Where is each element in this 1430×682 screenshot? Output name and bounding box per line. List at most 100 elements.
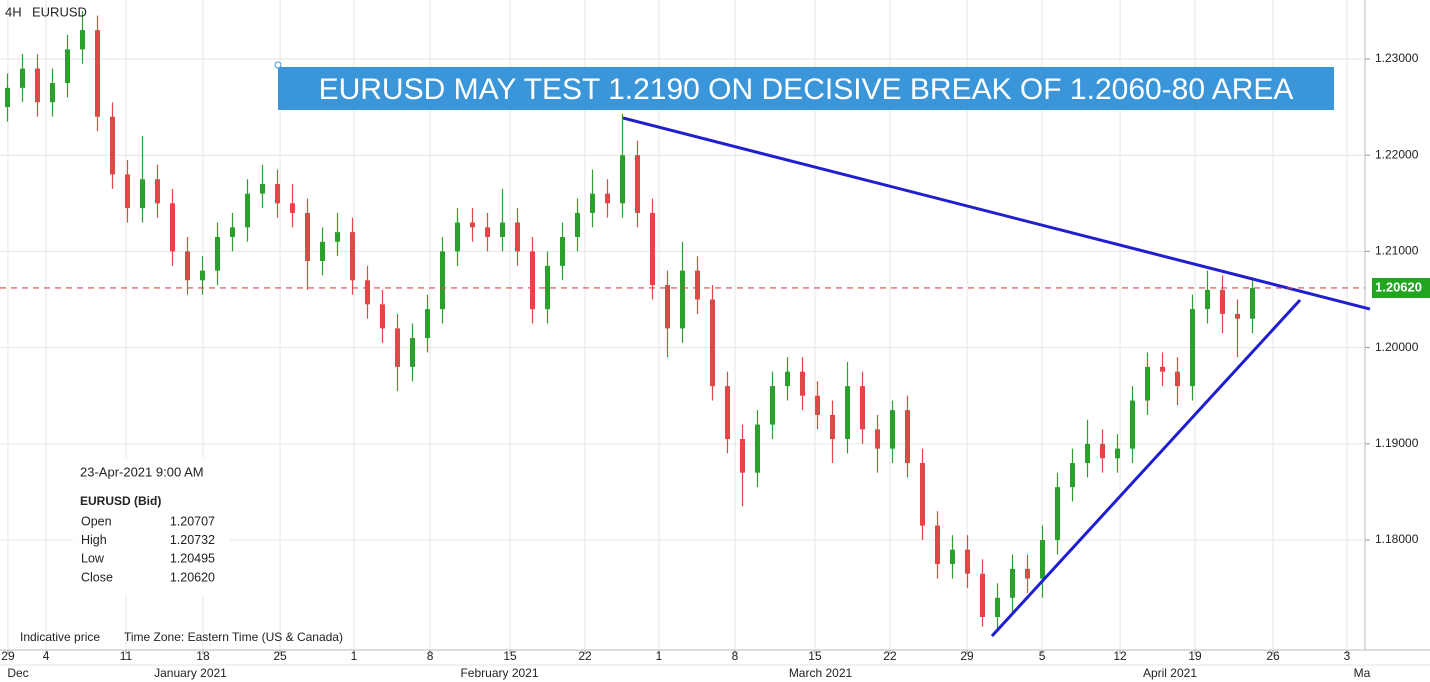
candle-body xyxy=(95,30,100,117)
candle-body xyxy=(170,203,175,252)
candle-body xyxy=(725,386,730,440)
candle-body xyxy=(455,222,460,252)
x-tick-label: 26 xyxy=(1266,649,1280,663)
candle-body xyxy=(335,232,340,242)
y-tick-label: 1.21000 xyxy=(1375,244,1419,258)
chart-title: EURUSD MAY TEST 1.2190 ON DECISIVE BREAK… xyxy=(319,73,1294,106)
x-group-label: January 2021 xyxy=(154,666,227,680)
candle-body xyxy=(845,386,850,440)
y-tick-label: 1.19000 xyxy=(1375,436,1419,450)
candle-body xyxy=(545,265,550,310)
candle-body xyxy=(1205,289,1210,310)
candle-body xyxy=(305,212,310,262)
title-banner xyxy=(278,67,1334,110)
candle-body xyxy=(1160,366,1165,372)
candle-body xyxy=(215,236,220,271)
info-row-value: 1.20732 xyxy=(170,533,215,547)
candle-body xyxy=(185,251,190,281)
candle-body xyxy=(35,68,40,103)
trendline xyxy=(622,116,1371,311)
candle-body xyxy=(260,184,265,194)
candle-body xyxy=(680,270,685,329)
candle-body xyxy=(1010,568,1015,598)
x-tick-label: 15 xyxy=(808,649,822,663)
x-tick-label: 1 xyxy=(656,649,663,663)
candle-body xyxy=(635,155,640,213)
candle-body xyxy=(275,184,280,204)
info-row-label: Open xyxy=(81,514,112,528)
candle-body xyxy=(1055,487,1060,541)
x-tick-label: 18 xyxy=(196,649,210,663)
candle-body xyxy=(1175,371,1180,387)
info-row-label: Close xyxy=(81,570,113,584)
candle-body xyxy=(395,328,400,367)
last-price-box xyxy=(1372,277,1430,298)
candle-body xyxy=(290,203,295,213)
candle-body xyxy=(470,222,475,228)
candle-body xyxy=(1085,443,1090,464)
x-group-label: Dec xyxy=(7,666,28,680)
candle-body xyxy=(575,212,580,237)
candle-body xyxy=(80,30,85,50)
candle-body xyxy=(20,68,25,88)
candle-body xyxy=(950,549,955,565)
candle-body xyxy=(1070,463,1075,488)
candle-body xyxy=(905,410,910,464)
info-row-value: 1.20620 xyxy=(170,570,215,584)
candle-body xyxy=(530,251,535,310)
candle-body xyxy=(485,227,490,237)
info-row-label: Low xyxy=(81,552,105,566)
candle-body xyxy=(755,424,760,473)
x-group-label: February 2021 xyxy=(460,666,538,680)
candle-body xyxy=(410,337,415,367)
candle-body xyxy=(200,270,205,281)
candle-body xyxy=(785,371,790,387)
candle-body xyxy=(890,410,895,449)
candle-body xyxy=(380,304,385,329)
candle-body xyxy=(140,179,145,209)
candle-body xyxy=(1235,313,1240,319)
x-tick-label: 11 xyxy=(120,649,133,663)
candle-body xyxy=(740,439,745,473)
candle-body xyxy=(125,174,130,209)
candle-body xyxy=(980,573,985,617)
info-row-value: 1.20495 xyxy=(170,552,215,566)
candle-body xyxy=(650,212,655,286)
candle-body xyxy=(815,395,820,415)
anchor-dot xyxy=(274,61,282,69)
candle-body xyxy=(515,222,520,252)
candle-body xyxy=(965,549,970,574)
candle-body xyxy=(500,222,505,237)
candle-body xyxy=(230,227,235,237)
candle-body xyxy=(5,87,10,108)
symbol-label: EURUSD xyxy=(32,4,87,19)
candle-body xyxy=(620,155,625,204)
candle-body xyxy=(1220,289,1225,314)
x-tick-label: 5 xyxy=(1039,649,1046,663)
x-tick-label: 29 xyxy=(960,649,974,663)
candle-body xyxy=(155,179,160,204)
candle-body xyxy=(605,193,610,204)
x-tick-label: 8 xyxy=(732,649,739,663)
info-row-label: High xyxy=(81,533,107,547)
candle-body xyxy=(320,241,325,262)
candle-body xyxy=(1250,287,1255,319)
x-tick-label: 12 xyxy=(1113,649,1127,663)
candle-body xyxy=(1025,568,1030,579)
y-tick-label: 1.20000 xyxy=(1375,340,1419,354)
x-tick-label: 1 xyxy=(351,649,358,663)
candle-body xyxy=(665,285,670,329)
candle-body xyxy=(830,414,835,440)
x-tick-label: 22 xyxy=(883,649,897,663)
footer-note: Indicative price xyxy=(20,630,100,644)
x-group-label: April 2021 xyxy=(1143,666,1197,680)
candle-body xyxy=(365,280,370,305)
y-tick-label: 1.23000 xyxy=(1375,51,1419,65)
candle-body xyxy=(350,232,355,281)
y-tick-label: 1.22000 xyxy=(1375,147,1419,161)
candle-body xyxy=(1145,366,1150,401)
candle-body xyxy=(245,193,250,228)
info-datetime: 23-Apr-2021 9:00 AM xyxy=(80,464,204,479)
info-row-value: 1.20707 xyxy=(170,514,215,528)
candle-body xyxy=(50,83,55,103)
